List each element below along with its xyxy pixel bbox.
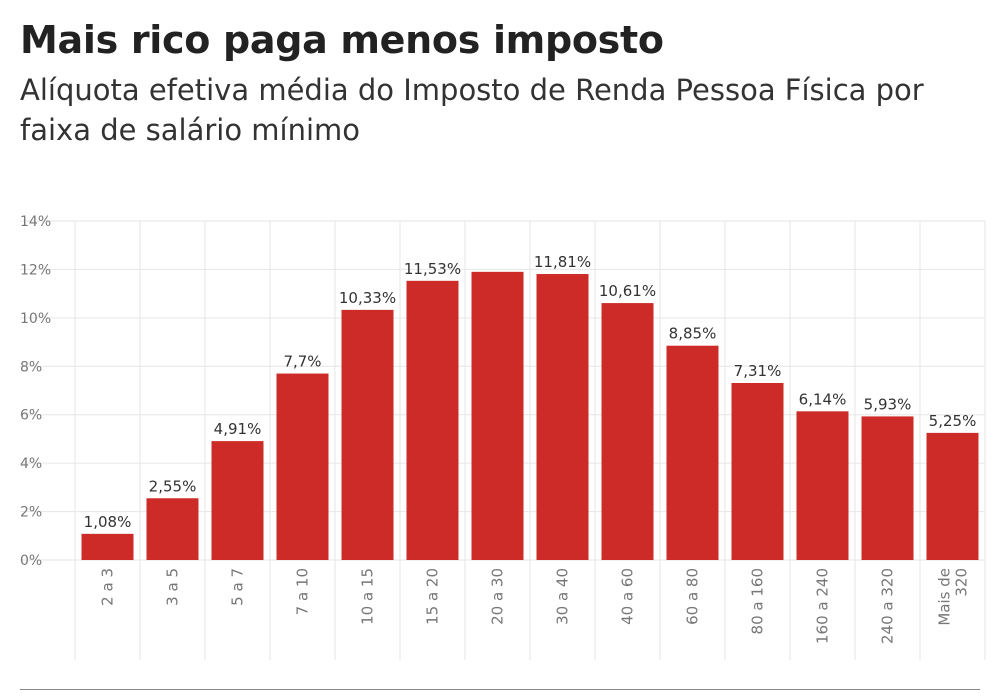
svg-text:320: 320 (953, 568, 971, 597)
data-label: 5,93% (864, 395, 912, 413)
data-label: 7,7% (283, 353, 321, 371)
chart-subtitle: Alíquota efetiva média do Imposto de Ren… (20, 73, 924, 147)
svg-text:40 a 60: 40 a 60 (619, 568, 637, 625)
data-labels: 1,08% 2,55% 4,91% 7,7% 10,33% 11,53% 11,81% 10,… (84, 253, 977, 531)
bar (666, 345, 719, 560)
bar (211, 441, 264, 560)
svg-text:240 a 320: 240 a 320 (879, 568, 897, 644)
y-tick-label: 8% (20, 359, 42, 375)
svg-text:7 a 10: 7 a 10 (294, 568, 312, 615)
x-axis-ticks: 2 a 3 3 a 5 5 a 7 7 a 10 10 a 15 15 a 20 20 a … (99, 568, 971, 644)
data-label: 4,91% (214, 420, 262, 438)
data-label: 8,85% (669, 325, 717, 343)
x-tick-label: 160 a 240 (814, 568, 832, 644)
svg-text:15 a 20: 15 a 20 (424, 568, 442, 625)
bottom-divider (20, 689, 980, 690)
y-tick-label: 14% (20, 214, 51, 230)
svg-text:30 a 40: 30 a 40 (554, 568, 572, 625)
chart-title: Mais rico paga menos imposto (20, 18, 664, 62)
bar (341, 309, 394, 560)
bar (796, 411, 849, 560)
data-label: 10,61% (599, 282, 656, 300)
data-label: 5,25% (929, 412, 977, 430)
bars (81, 271, 979, 560)
x-tick-label: 7 a 10 (294, 568, 312, 615)
x-tick-label: 10 a 15 (359, 568, 377, 625)
y-tick-label: 12% (20, 262, 51, 278)
svg-text:10 a 15: 10 a 15 (359, 568, 377, 625)
svg-text:20 a 30: 20 a 30 (489, 568, 507, 625)
x-tick-label: 2 a 3 (99, 568, 117, 606)
x-tick-label: 20 a 30 (489, 568, 507, 625)
bar (601, 303, 654, 560)
svg-text:5 a 7: 5 a 7 (229, 568, 247, 606)
y-tick-label: 6% (20, 408, 42, 424)
bar (471, 271, 524, 560)
svg-text:Mais de: Mais de (936, 568, 954, 626)
bar (406, 280, 459, 560)
bar (146, 498, 199, 560)
bar (861, 416, 914, 560)
svg-text:60 a 80: 60 a 80 (684, 568, 702, 625)
y-tick-label: 0% (20, 553, 42, 569)
svg-text:2 a 3: 2 a 3 (99, 568, 117, 606)
y-tick-label: 10% (20, 311, 51, 327)
x-tick-label: 60 a 80 (684, 568, 702, 625)
y-tick-label: 2% (20, 505, 42, 521)
data-label: 11,53% (404, 260, 461, 278)
svg-text:3 a 5: 3 a 5 (164, 568, 182, 606)
y-tick-label: 4% (20, 456, 42, 472)
x-tick-label: 80 a 160 (749, 568, 767, 634)
data-label: 6,14% (799, 390, 847, 408)
x-tick-label: 15 a 20 (424, 568, 442, 625)
data-label: 7,31% (734, 362, 782, 380)
bar (731, 382, 784, 560)
data-label: 2,55% (149, 477, 197, 495)
svg-text:80 a 160: 80 a 160 (749, 568, 767, 634)
x-tick-label: 40 a 60 (619, 568, 637, 625)
data-label: 10,33% (339, 289, 396, 307)
data-label: 1,08% (84, 513, 132, 531)
x-tick-label: 5 a 7 (229, 568, 247, 606)
bar (926, 432, 979, 560)
data-label: 11,81% (534, 253, 591, 271)
x-tick-label: Mais de 320 (936, 568, 971, 626)
y-axis-ticks: 0% 2% 4% 6% 8% 10% 12% 14% (20, 214, 51, 569)
x-tick-label: 240 a 320 (879, 568, 897, 644)
x-tick-label: 3 a 5 (164, 568, 182, 606)
bar (276, 373, 329, 560)
svg-text:160 a 240: 160 a 240 (814, 568, 832, 644)
bar (536, 274, 589, 560)
bar (81, 533, 134, 560)
x-tick-label: 30 a 40 (554, 568, 572, 625)
